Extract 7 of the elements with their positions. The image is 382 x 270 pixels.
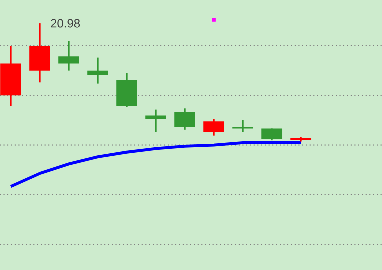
annotation: 20.98: [51, 19, 80, 28]
candlestick: [88, 57, 108, 85]
candlestick: [204, 118, 225, 137]
candlestick: [58, 40, 80, 72]
candlestick: [146, 109, 166, 134]
candlestick: [262, 128, 283, 142]
candlestick: [174, 108, 196, 131]
